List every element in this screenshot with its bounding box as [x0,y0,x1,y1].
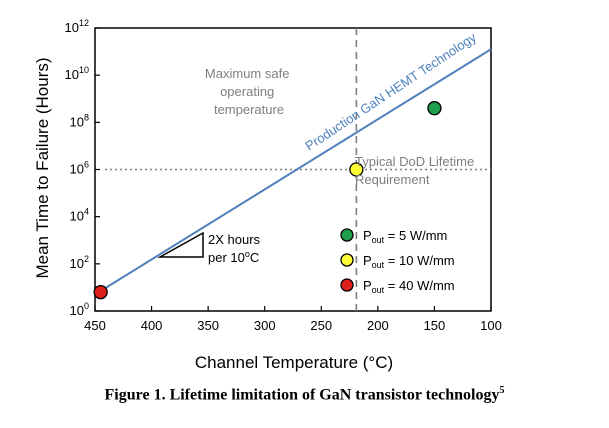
figure-caption: Figure 1. Lifetime limitation of GaN tra… [104,385,505,404]
legend-label-40w: Pout = 40 W/mm [363,278,455,295]
data-point-marker [427,101,442,116]
legend: Pout = 5 W/mm Pout = 10 W/mm Pout = 40 W… [340,228,455,295]
legend-label-10w: Pout = 10 W/mm [363,253,455,270]
y-tick-label: 106 [70,160,89,177]
y-tick-label: 1012 [65,18,89,35]
y-tick-label: 108 [70,112,89,129]
max-temp-label: Maximum safe operating temperature [205,66,293,117]
series-line-label: Production GaN HEMT Technology [302,29,479,153]
y-tick-label: 1010 [65,65,89,82]
y-axis-title: Mean Time to Failure (Hours) [33,57,52,278]
x-tick-label: 450 [84,318,106,333]
x-axis-title: Channel Temperature (°C) [195,353,393,372]
legend-swatch-5w [340,228,354,242]
series-line-gan-hemt [94,48,492,296]
data-point-marker [93,284,108,300]
dod-lifetime-label: Typical DoD Lifetime Requirement [355,154,478,187]
slope-triangle [157,231,204,258]
x-tick-label: 350 [197,318,219,333]
x-tick-label: 200 [367,318,389,333]
x-tick-label: 300 [254,318,276,333]
slope-note: 2X hours per 10oC [208,232,264,265]
data-point-marker [349,162,364,177]
y-tick-label: 102 [70,254,89,271]
legend-swatch-10w [340,253,354,267]
x-tick-label: 150 [424,318,446,333]
y-tick-label: 100 [70,301,89,318]
legend-label-5w: Pout = 5 W/mm [363,228,447,245]
chart: 450 400 350 300 250 200 150 100 100 102 104 106 108… [33,18,502,372]
x-tick-label: 100 [480,318,502,333]
x-tick-label: 400 [141,318,163,333]
y-tick-label: 104 [70,207,89,224]
legend-swatch-40w [340,278,354,292]
x-tick-label: 250 [310,318,332,333]
